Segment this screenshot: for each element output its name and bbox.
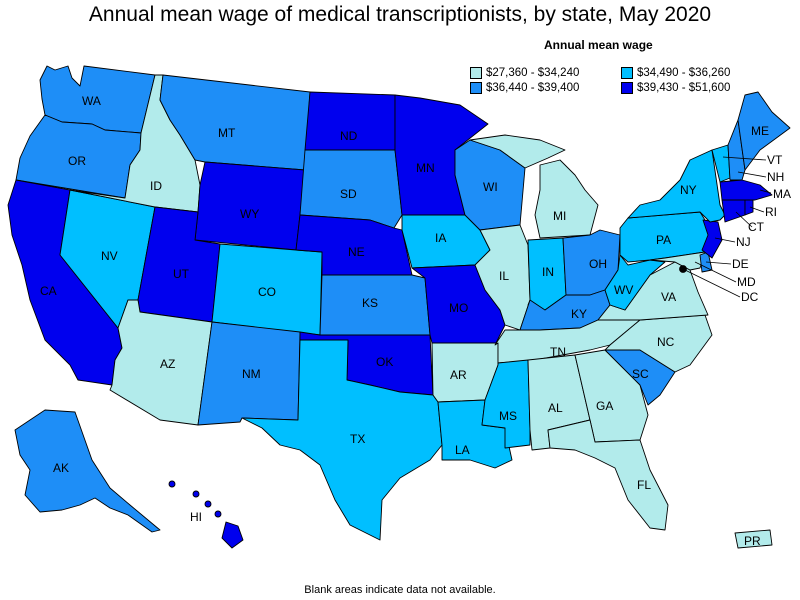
label-PR: PR — [744, 534, 761, 548]
state-PR[interactable] — [734, 529, 773, 549]
state-IL[interactable] — [474, 224, 531, 331]
label-WY: WY — [240, 207, 259, 221]
state-HI[interactable] — [168, 480, 244, 549]
label-OR: OR — [68, 154, 86, 168]
leader-DE — [705, 261, 732, 265]
label-ND: ND — [340, 129, 358, 143]
label-OK: OK — [376, 355, 393, 369]
label-NC: NC — [657, 335, 675, 349]
label-IL: IL — [499, 269, 509, 283]
label-NY: NY — [680, 183, 697, 197]
label-RI: RI — [765, 205, 777, 219]
label-NJ: NJ — [736, 235, 751, 249]
label-FL: FL — [637, 478, 651, 492]
label-KY: KY — [571, 307, 587, 321]
label-GA: GA — [596, 399, 613, 413]
leader-NJ — [714, 237, 736, 243]
label-VA: VA — [661, 290, 676, 304]
legend-title: Annual mean wage — [544, 38, 653, 52]
state-FL[interactable] — [547, 419, 669, 531]
label-MA: MA — [773, 187, 791, 201]
legend-label-1: $27,360 - $34,240 — [486, 67, 580, 79]
legend-swatch-1 — [470, 67, 482, 79]
state-MD[interactable] — [649, 251, 706, 271]
label-AK: AK — [53, 461, 69, 475]
footnote: Blank areas indicate data not available. — [304, 584, 496, 596]
label-AL: AL — [548, 401, 563, 415]
label-IN: IN — [542, 265, 554, 279]
legend-swatch-3 — [470, 82, 482, 94]
label-LA: LA — [455, 443, 470, 457]
legend-label-4: $39,430 - $51,600 — [637, 82, 731, 94]
legend-label-2: $34,490 - $36,260 — [637, 67, 731, 79]
label-MO: MO — [449, 301, 468, 315]
label-AR: AR — [450, 368, 467, 382]
label-CT: CT — [748, 220, 765, 234]
label-AZ: AZ — [160, 357, 175, 371]
label-MS: MS — [499, 409, 517, 423]
label-UT: UT — [173, 267, 190, 281]
label-OH: OH — [589, 257, 607, 271]
label-WI: WI — [483, 180, 498, 194]
label-TN: TN — [550, 345, 566, 359]
label-VT: VT — [767, 153, 783, 167]
state-CT[interactable] — [721, 199, 746, 223]
legend-item-3: $36,440 - $39,400 — [470, 81, 579, 95]
state-MA[interactable] — [719, 179, 773, 201]
leader-VT — [722, 156, 767, 161]
label-SD: SD — [340, 187, 357, 201]
label-MD: MD — [737, 275, 756, 289]
label-WA: WA — [82, 94, 101, 108]
label-CO: CO — [258, 285, 276, 299]
label-MN: MN — [416, 161, 435, 175]
legend-item-4: $39,430 - $51,600 — [621, 81, 730, 95]
leader-MA — [759, 189, 772, 194]
label-DE: DE — [732, 257, 749, 271]
label-PA: PA — [656, 233, 671, 247]
state-MI[interactable] — [469, 134, 566, 169]
state-AK[interactable] — [14, 409, 161, 533]
label-IA: IA — [435, 231, 446, 245]
state-NH[interactable] — [727, 119, 746, 181]
state-NJ[interactable] — [701, 219, 723, 259]
leader-RI — [749, 206, 765, 213]
state-NY[interactable] — [627, 149, 726, 223]
legend-label-3: $36,440 - $39,400 — [486, 82, 580, 94]
label-ID: ID — [150, 179, 162, 193]
leader-CT — [735, 211, 753, 228]
label-NH: NH — [767, 170, 784, 184]
label-MT: MT — [218, 126, 236, 140]
legend-item-1: $27,360 - $34,240 — [470, 66, 579, 80]
label-NM: NM — [242, 367, 261, 381]
label-CA: CA — [40, 284, 57, 298]
label-TX: TX — [350, 432, 365, 446]
state-ME[interactable] — [737, 91, 791, 171]
label-SC: SC — [632, 367, 649, 381]
state-TX[interactable] — [241, 339, 443, 541]
leader-DC — [682, 268, 741, 298]
legend-swatch-2 — [621, 67, 633, 79]
label-HI: HI — [190, 510, 202, 524]
leader-MD — [694, 261, 737, 283]
map-title: Annual mean wage of medical transcriptio… — [88, 3, 712, 26]
label-ME: ME — [751, 124, 769, 138]
leader-NH — [737, 171, 767, 178]
label-WV: WV — [614, 283, 633, 297]
label-MI: MI — [553, 209, 566, 223]
label-NE: NE — [348, 245, 365, 259]
legend-item-2: $34,490 - $36,260 — [621, 66, 730, 80]
state-RI[interactable] — [744, 199, 754, 216]
label-KS: KS — [362, 296, 378, 310]
state-WY[interactable] — [194, 161, 306, 251]
label-DC: DC — [741, 290, 759, 304]
label-NV: NV — [101, 249, 118, 263]
state-MI-lower[interactable] — [534, 159, 599, 239]
legend-swatch-4 — [621, 82, 633, 94]
